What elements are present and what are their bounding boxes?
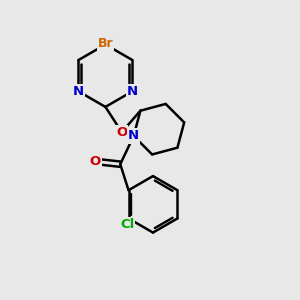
Text: N: N <box>73 85 84 98</box>
Text: N: N <box>127 85 138 98</box>
Text: O: O <box>116 126 128 139</box>
Text: Cl: Cl <box>120 218 134 232</box>
Text: O: O <box>90 155 101 168</box>
Text: N: N <box>128 130 139 142</box>
Text: Br: Br <box>98 38 113 50</box>
